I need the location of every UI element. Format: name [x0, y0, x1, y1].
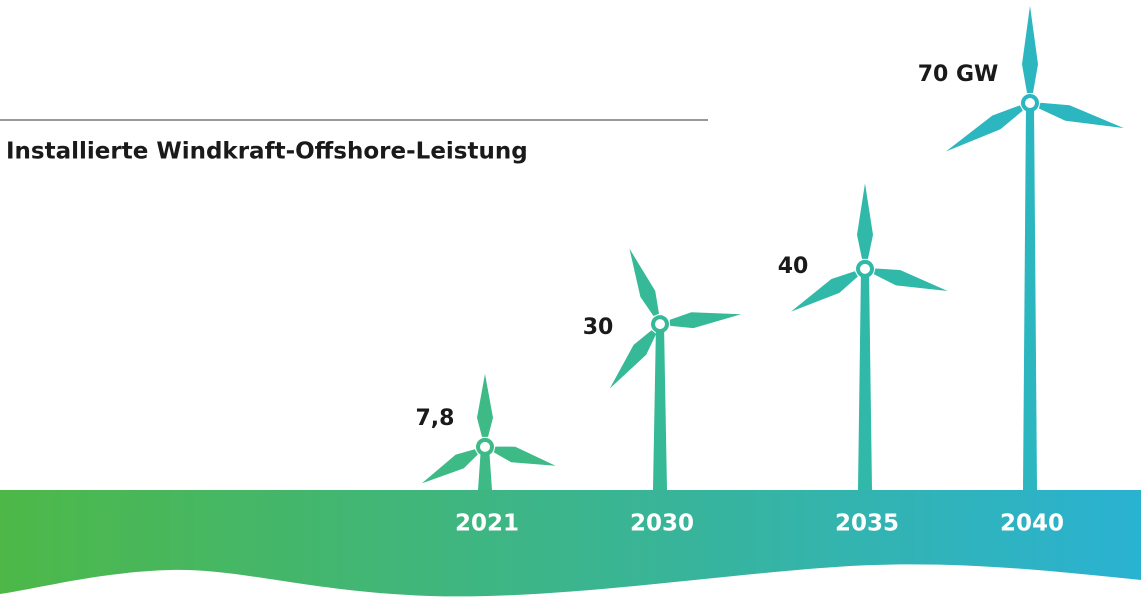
- hub-center: [480, 442, 490, 452]
- hub-center: [1025, 98, 1035, 108]
- value-label: 40: [778, 254, 809, 279]
- x-tick-label: 2035: [835, 511, 899, 537]
- blade: [610, 330, 656, 388]
- x-tick-label: 2021: [455, 511, 519, 537]
- blade: [1039, 103, 1124, 128]
- tower: [653, 324, 667, 490]
- x-tick-label: 2040: [1000, 511, 1064, 537]
- value-label: 30: [583, 315, 614, 340]
- blade: [477, 374, 493, 437]
- value-label: 7,8: [416, 406, 455, 431]
- tower: [858, 269, 872, 490]
- blade: [946, 105, 1023, 151]
- tower: [1023, 103, 1037, 490]
- blade: [1022, 6, 1038, 93]
- blade: [857, 183, 873, 259]
- chart: Installierte Windkraft-Offshore-Leistung…: [0, 0, 1141, 597]
- blade: [494, 447, 556, 466]
- blade: [422, 449, 478, 483]
- ground-band: [0, 490, 1141, 596]
- value-label: 70 GW: [918, 62, 999, 87]
- blade: [874, 269, 948, 292]
- hub-center: [860, 264, 870, 274]
- blade: [629, 249, 659, 317]
- turbines: 7,8 2021 30 2030 40 2035 70 GW 2040: [416, 6, 1124, 537]
- hub-center: [655, 319, 665, 329]
- chart-title: Installierte Windkraft-Offshore-Leistung: [6, 139, 528, 165]
- x-tick-label: 2030: [630, 511, 694, 537]
- blade: [670, 312, 741, 328]
